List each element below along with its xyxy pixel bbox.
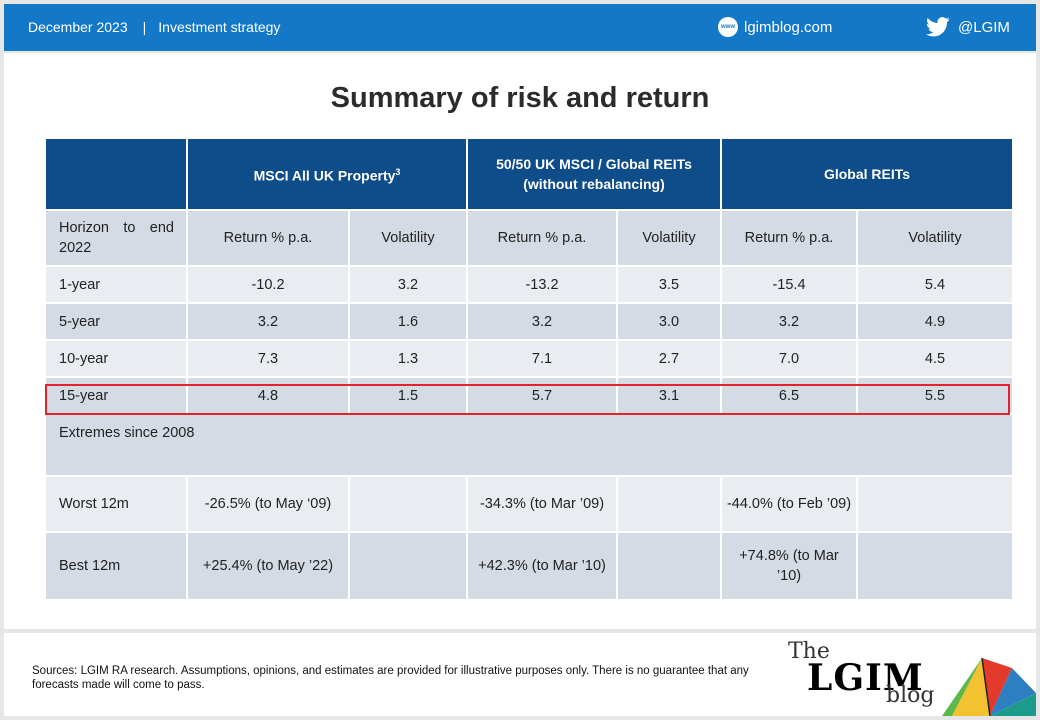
table-cell: 3.2 [186, 302, 350, 341]
footer: Sources: LGIM RA research. Assumptions, … [4, 633, 1036, 716]
twitter-icon [926, 17, 950, 37]
table-cell [856, 475, 1014, 533]
table-cell: 1.5 [348, 376, 468, 415]
table-cell [616, 531, 722, 601]
header-separator: | [142, 19, 147, 35]
globe-icon: www [718, 17, 738, 37]
table-cell: 1.6 [348, 302, 468, 341]
table-cell: -10.2 [186, 265, 350, 304]
best-row: Best 12m +25.4% (to May ’22) +42.3% (to … [44, 531, 1014, 601]
table-cell: 7.0 [720, 339, 858, 378]
table-cell: +25.4% (to May ’22) [186, 531, 350, 601]
table-cell: 4.5 [856, 339, 1014, 378]
header-date: December 2023 [28, 19, 128, 35]
table-cell: 2.7 [616, 339, 722, 378]
table-cell: -34.3% (to Mar ’09) [466, 475, 618, 533]
table-cell: 4.9 [856, 302, 1014, 341]
extremes-label: Extremes since 2008 [44, 413, 1014, 477]
group-header-reits: Global REITs [720, 137, 1014, 211]
table-cell: 1.3 [348, 339, 468, 378]
table-cell: 5.4 [856, 265, 1014, 304]
table-cell: 6.5 [720, 376, 858, 415]
group-header-msci: MSCI All UK Property3 [186, 137, 468, 211]
table-cell: -13.2 [466, 265, 618, 304]
worst-row: Worst 12m -26.5% (to May ‘09) -34.3% (to… [44, 475, 1014, 533]
logo-lgim-text: LGIM [807, 657, 924, 699]
table-cell: 4.8 [186, 376, 350, 415]
content-panel: Summary of risk and return MSCI All UK P… [4, 53, 1036, 629]
table-cell: 3.0 [616, 302, 722, 341]
col-header-volatility: Volatility [348, 209, 468, 267]
row-label: Best 12m [44, 531, 188, 601]
table-cell [616, 475, 722, 533]
table-cell: +42.3% (to Mar ’10) [466, 531, 618, 601]
risk-return-table: MSCI All UK Property3 50/50 UK MSCI / Gl… [44, 137, 1014, 601]
row-label: 10-year [44, 339, 188, 378]
col-header-return: Return % p.a. [186, 209, 350, 267]
header-blank-cell [44, 137, 188, 211]
table-cell [856, 531, 1014, 601]
table-cell [348, 531, 468, 601]
row-label: Worst 12m [44, 475, 188, 533]
umbrella-logo-icon [942, 657, 1036, 716]
row-label: 15-year [44, 376, 188, 415]
horizon-label: Horizon to end 2022 [44, 209, 188, 267]
table-row: 10-year 7.3 1.3 7.1 2.7 7.0 4.5 [44, 339, 1014, 378]
sources-note: Sources: LGIM RA research. Assumptions, … [32, 665, 749, 691]
subheader-row: Horizon to end 2022 Return % p.a. Volati… [44, 209, 1014, 267]
group-header-row: MSCI All UK Property3 50/50 UK MSCI / Gl… [44, 137, 1014, 211]
table-cell: 7.3 [186, 339, 350, 378]
row-label: 1-year [44, 265, 188, 304]
table-cell: 3.2 [720, 302, 858, 341]
table-cell [348, 475, 468, 533]
table-cell: 3.2 [466, 302, 618, 341]
table-row-highlighted: 15-year 4.8 1.5 5.7 3.1 6.5 5.5 [44, 376, 1014, 415]
col-header-return: Return % p.a. [466, 209, 618, 267]
table-cell: 3.2 [348, 265, 468, 304]
table-cell: -44.0% (to Feb ’09) [720, 475, 858, 533]
table-row: 5-year 3.2 1.6 3.2 3.0 3.2 4.9 [44, 302, 1014, 341]
table-cell: 3.5 [616, 265, 722, 304]
table-cell: -15.4 [720, 265, 858, 304]
twitter-link[interactable]: @LGIM [926, 17, 1010, 37]
table-cell: +74.8% (to Mar ’10) [720, 531, 858, 601]
row-label: 5-year [44, 302, 188, 341]
table-row: 1-year -10.2 3.2 -13.2 3.5 -15.4 5.4 [44, 265, 1014, 304]
table-cell: 5.5 [856, 376, 1014, 415]
site-text: lgimblog.com [744, 18, 833, 36]
table-cell: -26.5% (to May ‘09) [186, 475, 350, 533]
page-title: Summary of risk and return [330, 82, 710, 114]
site-link[interactable]: www lgimblog.com [718, 17, 832, 37]
table-cell: 7.1 [466, 339, 618, 378]
table-cell: 5.7 [466, 376, 618, 415]
table-cell: 3.1 [616, 376, 722, 415]
header-section: Investment strategy [158, 19, 281, 35]
col-header-volatility: Volatility [856, 209, 1014, 267]
logo-blog-text: blog [886, 683, 935, 708]
extremes-row: Extremes since 2008 [44, 413, 1014, 477]
top-banner: December 2023 | Investment strategy www lg… [4, 4, 1036, 51]
col-header-volatility: Volatility [616, 209, 722, 267]
group-header-5050: 50/50 UK MSCI / Global REITs (without reb… [466, 137, 722, 211]
header-left: December 2023 | Investment strategy [28, 19, 280, 35]
logo-the-text: The [788, 639, 830, 664]
twitter-handle: @LGIM [958, 18, 1010, 36]
col-header-return: Return % p.a. [720, 209, 858, 267]
